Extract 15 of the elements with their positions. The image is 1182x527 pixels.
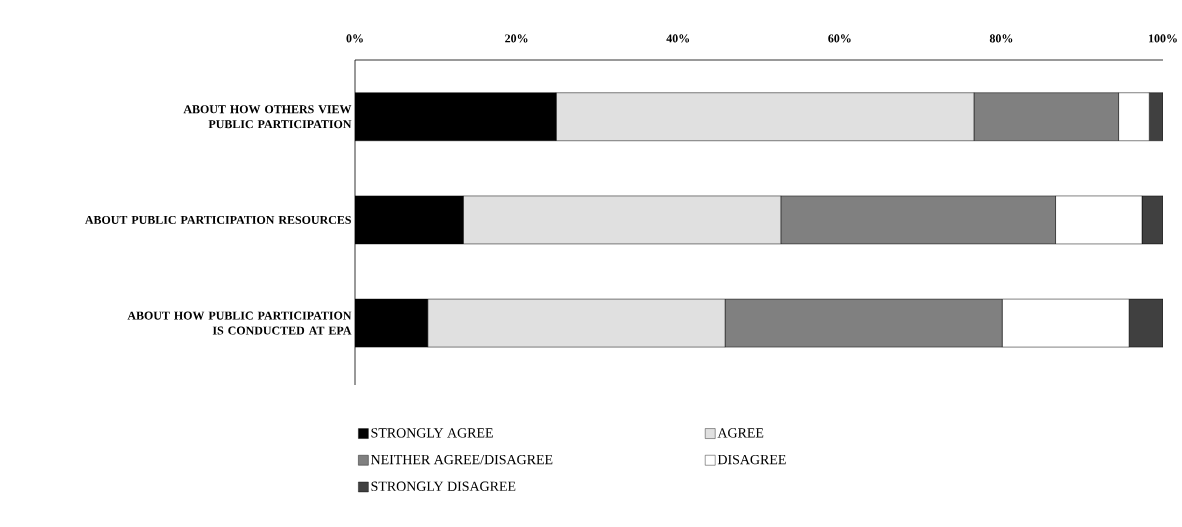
y-tick-label: ABOUT HOW PUBLIC PARTICIPATION IS CONDUCTED AT EPA [127, 311, 352, 335]
x-tick-label: 60% [828, 34, 851, 43]
y-tick-label: ABOUT PUBLIC PARTICIPATION RESOURCES [84, 215, 351, 224]
legend-label: STRONGLY DISAGREE [371, 481, 516, 491]
legend-label: NEITHER AGREE/DISAGREE [370, 454, 553, 465]
legend-label: AGREE [717, 428, 764, 438]
bar [1128, 298, 1164, 348]
x-tick-label: 100% [1149, 34, 1177, 43]
legend-label: DISAGREE [717, 454, 786, 465]
x-tick-label: 0% [346, 34, 363, 43]
x-tick-label: 40% [666, 34, 690, 43]
x-tick-label: 80% [989, 34, 1013, 43]
y-tick-label: ABOUT HOW OTHERS VIEW PUBLIC PARTICIPATION [183, 105, 352, 129]
legend-label: STRONGLY AGREE [371, 428, 493, 438]
x-tick-label: 20% [505, 34, 528, 43]
